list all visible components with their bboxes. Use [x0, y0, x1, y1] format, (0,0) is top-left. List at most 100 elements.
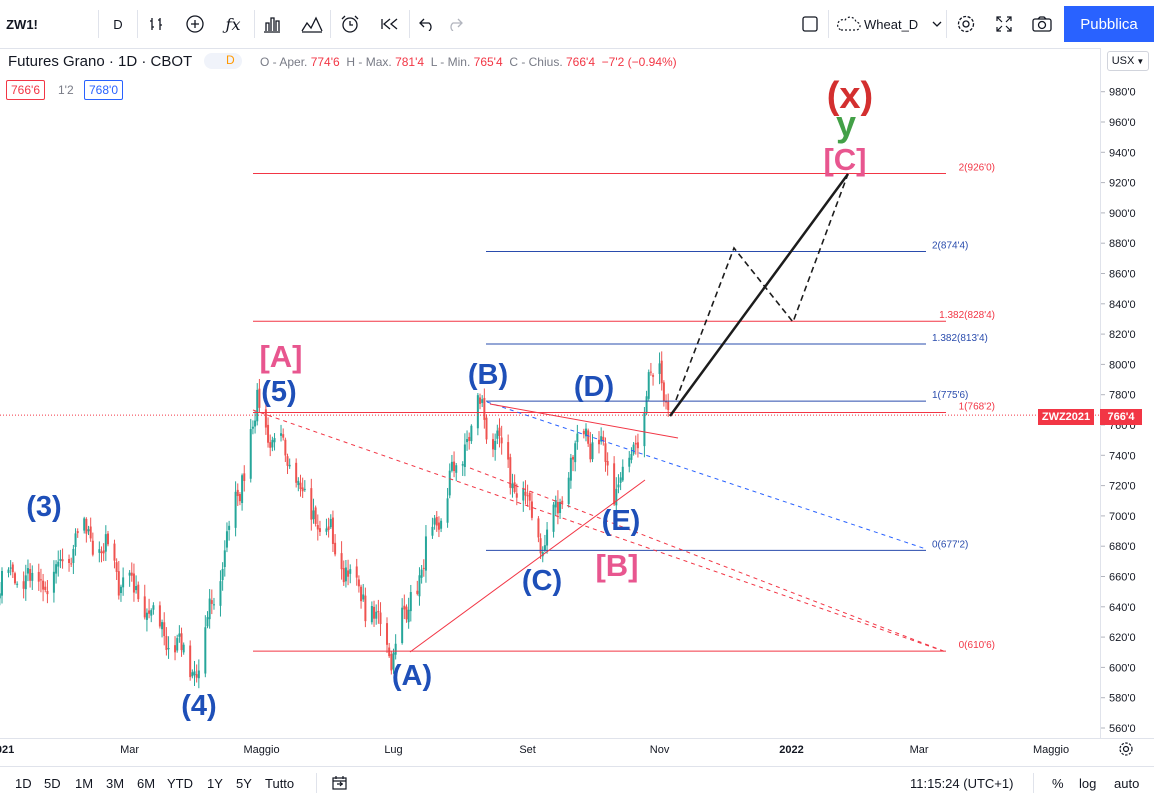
interval-selector[interactable]: D	[113, 16, 123, 32]
wave-label: (5)	[261, 376, 296, 408]
range-button[interactable]: 1Y	[207, 775, 223, 791]
replay-icon[interactable]	[376, 0, 404, 48]
wave-label: [A]	[259, 339, 302, 374]
candle-body	[437, 522, 440, 530]
candle-body	[208, 598, 211, 620]
range-button[interactable]: 6M	[137, 775, 156, 791]
undo-icon[interactable]	[413, 0, 441, 48]
price-tick-label: 960'0	[1109, 117, 1136, 129]
candle-body	[416, 590, 419, 594]
fullscreen-icon[interactable]	[990, 0, 1018, 48]
auto-toggle[interactable]: auto	[1114, 775, 1140, 791]
time-tick-label: Maggio	[1033, 744, 1069, 756]
candle-body	[450, 461, 453, 471]
candle-body	[44, 586, 47, 590]
price-tick-label: 780'0	[1109, 390, 1136, 402]
candle-body	[176, 638, 179, 651]
spread-value: 1'2	[58, 83, 74, 97]
candle-body	[357, 579, 360, 587]
candle-body	[649, 371, 652, 373]
candle-body	[567, 477, 570, 504]
range-button[interactable]: Tutto	[265, 775, 295, 791]
camera-icon[interactable]	[1028, 0, 1056, 48]
candle-body	[453, 461, 456, 472]
candle-body	[137, 584, 140, 600]
currency-selector[interactable]: USX ▼	[1107, 51, 1149, 71]
candle-body	[526, 495, 529, 497]
candle-body	[394, 643, 397, 655]
range-button[interactable]: 5Y	[236, 775, 252, 791]
candle-body	[615, 488, 618, 506]
chart-title[interactable]: Futures Grano · 1D · CBOT	[8, 53, 193, 70]
candle-body	[325, 528, 328, 532]
candle-body	[405, 606, 408, 620]
price-axis[interactable]: USX ▼ 980'0 960'0 940'0 920'0 900'0 880'0 860'0…	[1100, 48, 1154, 738]
range-button[interactable]: 1D	[15, 775, 32, 791]
candle-body	[195, 674, 198, 678]
candle-body	[152, 605, 155, 610]
candles-layer	[0, 351, 670, 689]
candle-body	[59, 558, 62, 561]
layout-square-icon[interactable]	[796, 0, 824, 48]
indicators-icon[interactable]: ƒx	[225, 14, 241, 34]
price-tick-label: 620'0	[1109, 632, 1136, 644]
templates-icon[interactable]	[258, 0, 286, 48]
candle-body	[267, 424, 270, 443]
layout-name: Wheat_D	[864, 16, 919, 32]
candle-body	[100, 551, 103, 554]
range-button[interactable]: 5D	[44, 775, 61, 791]
candle-body	[424, 536, 427, 571]
settings-gear-icon[interactable]	[952, 0, 980, 48]
candle-body	[234, 491, 237, 528]
candle-body	[344, 567, 347, 582]
candle-body	[561, 500, 564, 503]
compare-icon[interactable]	[298, 0, 326, 48]
time-tick-label: Maggio	[244, 744, 280, 756]
clock-time[interactable]: 11:15:24 (UTC+1)	[910, 775, 1014, 791]
price-tick-label: 720'0	[1109, 481, 1136, 493]
layout-selector[interactable]: Wheat_D	[834, 0, 946, 48]
range-button[interactable]: 1M	[75, 775, 94, 791]
candle-body	[331, 517, 334, 544]
date-range-icon[interactable]	[330, 767, 350, 799]
candle-body	[318, 528, 321, 532]
candle-body	[574, 443, 577, 463]
candle-body	[174, 645, 177, 653]
redo-icon[interactable]	[441, 0, 469, 48]
price-chart[interactable]: 2(926'0) 2(874'4) 1.382(828'4) 1.382(813'4)…	[0, 0, 1100, 738]
candle-body	[316, 525, 319, 530]
alert-icon[interactable]	[336, 0, 364, 48]
log-toggle[interactable]: log	[1079, 775, 1097, 791]
publish-button[interactable]: Pubblica	[1064, 6, 1154, 42]
candle-body	[373, 606, 376, 619]
candle-body	[530, 501, 533, 518]
candle-body	[16, 583, 19, 585]
add-indicator-icon[interactable]	[181, 0, 209, 48]
chevron-down-icon	[932, 21, 942, 27]
range-button[interactable]: YTD	[167, 775, 193, 791]
candle-body	[481, 399, 484, 403]
candle-body	[513, 482, 516, 493]
bid-price-box[interactable]: 766'6	[6, 80, 45, 100]
candle-body	[314, 507, 317, 524]
wave-label: y	[836, 103, 856, 144]
candle-body	[634, 442, 637, 445]
candle-body	[364, 595, 367, 622]
candle-body	[83, 518, 86, 531]
candle-body	[327, 526, 330, 530]
range-button[interactable]: 3M	[106, 775, 125, 791]
candle-body	[163, 622, 166, 637]
candle-body	[440, 520, 443, 529]
candle-body	[370, 606, 373, 623]
candle-body	[299, 482, 302, 489]
axis-settings-gear-icon[interactable]	[1118, 741, 1134, 762]
symbol-search[interactable]: ZW1!	[6, 16, 38, 32]
time-axis[interactable]: 2021 Mar Maggio Lug Set Nov 2022 Mar Maggio	[0, 738, 1154, 761]
ask-price-box[interactable]: 768'0	[84, 80, 123, 100]
bar-style-icon[interactable]	[143, 0, 171, 48]
red-channel-upper-dashed	[252, 409, 947, 653]
candle-body	[524, 491, 527, 496]
candle-body	[559, 501, 562, 513]
candle-body	[132, 573, 135, 593]
percent-toggle[interactable]: %	[1052, 775, 1064, 791]
